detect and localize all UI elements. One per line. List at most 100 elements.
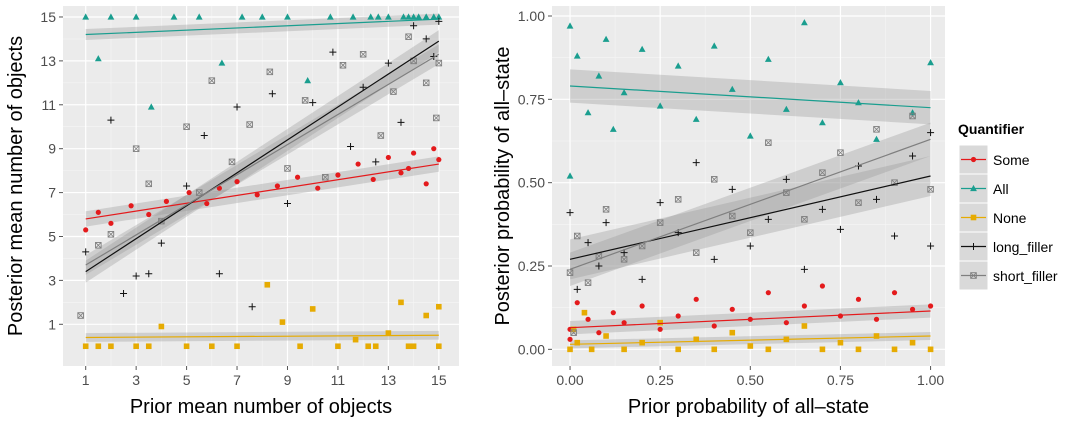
data-point-long_filler: [656, 199, 664, 207]
data-point-None: [365, 343, 371, 350]
data-point-long_filler: [435, 17, 443, 25]
data-point-Some: [729, 306, 735, 312]
data-point-All: [710, 42, 718, 49]
data-point-short_filler: [339, 62, 347, 69]
x-tick-label: 0.25: [647, 372, 674, 388]
data-point-long_filler: [347, 142, 355, 150]
data-point-short_filler: [266, 68, 274, 76]
data-point-Some: [801, 303, 807, 309]
data-point-None: [405, 343, 412, 350]
legend-item-Some: Some: [958, 144, 1030, 175]
data-point-All: [304, 77, 312, 84]
data-point-Some: [355, 161, 361, 167]
legend-item-long_filler: long_filler: [958, 231, 1053, 262]
data-point-Some: [621, 320, 627, 326]
data-point-All: [384, 13, 392, 20]
data-point-None: [82, 343, 89, 350]
data-point-short_filler: [819, 169, 826, 176]
data-point-None: [873, 333, 880, 339]
data-point-short_filler: [656, 219, 664, 226]
data-point-short_filler: [837, 149, 844, 156]
data-point-short_filler: [377, 132, 385, 139]
data-point-All: [602, 35, 610, 42]
data-point-All: [415, 13, 423, 20]
data-point-None: [567, 346, 573, 353]
data-point-None: [765, 346, 772, 353]
x-tick-label: 15: [431, 372, 447, 388]
y-tick-label: 11: [41, 97, 56, 113]
y-tick-label: 13: [40, 53, 56, 69]
data-point-All: [107, 13, 115, 20]
data-point-None: [209, 343, 215, 350]
data-point-All: [927, 59, 934, 66]
legend-item-All: All: [958, 173, 1009, 204]
data-point-All: [349, 13, 357, 20]
data-point-long_filler: [566, 209, 574, 217]
data-point-long_filler: [329, 48, 337, 56]
data-point-All: [764, 55, 772, 62]
data-point-long_filler: [248, 303, 256, 311]
data-point-long_filler: [233, 103, 241, 111]
data-point-All: [405, 13, 412, 20]
data-point-Some: [711, 323, 717, 329]
data-point-None: [279, 319, 286, 325]
data-point-short_filler: [95, 242, 102, 249]
y-tick-label: 0.25: [518, 258, 545, 274]
data-point-All: [909, 109, 916, 116]
data-point-Some: [335, 172, 341, 178]
data-point-Some: [657, 326, 663, 332]
data-point-short_filler: [359, 51, 367, 58]
data-point-long_filler: [309, 99, 317, 107]
data-point-All: [609, 125, 617, 132]
data-point-Some: [855, 296, 862, 302]
data-point-None: [398, 299, 404, 306]
data-point-None: [570, 326, 577, 333]
legend-label: long_filler: [993, 239, 1053, 255]
data-point-long_filler: [372, 158, 380, 166]
data-point-None: [693, 336, 700, 343]
legend-key-marker: [970, 184, 977, 192]
data-point-None: [588, 346, 595, 353]
data-point-short_filler: [573, 232, 581, 240]
data-point-None: [621, 346, 627, 353]
data-point-long_filler: [746, 242, 754, 250]
data-point-short_filler: [433, 114, 440, 122]
data-point-long_filler: [872, 195, 880, 203]
data-point-Some: [567, 336, 573, 342]
data-point-All: [430, 13, 438, 20]
data-point-Some: [398, 170, 404, 176]
data-point-short_filler: [228, 158, 236, 166]
x-tick-label: 1.00: [917, 372, 944, 388]
data-point-None: [747, 343, 754, 349]
data-point-Some: [431, 146, 437, 152]
data-point-All: [728, 85, 736, 92]
data-point-All: [584, 109, 592, 116]
data-point-None: [711, 346, 718, 353]
data-point-long_filler: [638, 275, 646, 283]
data-point-long_filler: [183, 182, 191, 190]
data-point-Some: [95, 209, 101, 215]
x-axis-label: Prior mean number of objects: [130, 396, 392, 418]
data-point-None: [891, 346, 898, 353]
data-point-Some: [423, 181, 429, 187]
x-tick-label: 7: [233, 372, 241, 388]
legend-item-None: None: [958, 202, 1027, 233]
data-point-Some: [610, 310, 616, 316]
y-tick-label: 0.75: [518, 91, 545, 107]
data-point-None: [436, 303, 442, 310]
data-point-All: [800, 19, 808, 26]
data-point-long_filler: [818, 205, 826, 213]
data-point-None: [335, 343, 341, 350]
data-point-None: [385, 330, 392, 336]
data-point-All: [284, 13, 291, 20]
data-point-long_filler: [82, 248, 90, 256]
data-point-None: [297, 343, 303, 350]
data-point-Some: [254, 192, 260, 198]
x-tick-label: 13: [381, 372, 397, 388]
data-point-Some: [639, 303, 645, 309]
data-point-All: [674, 62, 682, 69]
data-point-Some: [315, 185, 321, 191]
legend-label: Some: [993, 152, 1030, 168]
data-point-Some: [274, 183, 280, 189]
data-point-All: [238, 13, 246, 20]
